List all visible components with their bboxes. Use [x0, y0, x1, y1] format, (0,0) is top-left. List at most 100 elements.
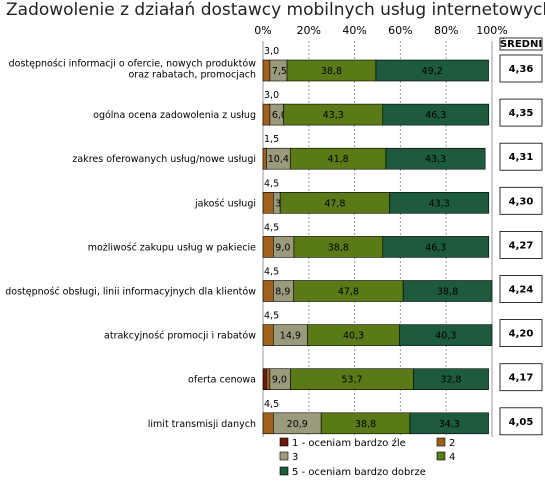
data-label: 47,8	[338, 287, 359, 298]
data-label: 38,8	[321, 66, 342, 77]
avg-box	[499, 319, 543, 348]
x-tick-label: 0%	[254, 24, 271, 37]
data-label: 6,0	[272, 110, 287, 121]
avg-value: 4,36	[509, 64, 534, 75]
data-label: 53,7	[341, 375, 362, 386]
x-tick-label: 60%	[388, 24, 412, 37]
avg-value: 4,27	[509, 240, 534, 251]
category-label: zakres oferowanych usług/nowe usługi	[72, 154, 256, 165]
data-label: 3,0	[264, 90, 279, 101]
bar-segment	[262, 103, 271, 126]
avg-value: 4,05	[509, 417, 534, 428]
legend-swatch	[279, 437, 289, 447]
data-label: 43,3	[425, 154, 446, 165]
legend-label: 2	[449, 438, 455, 449]
data-label: 4,5	[264, 222, 279, 233]
bar-segment	[262, 412, 274, 435]
data-label: 41,8	[328, 154, 349, 165]
bar-segment	[262, 368, 267, 391]
avg-box	[499, 186, 543, 215]
legend-swatch	[436, 437, 446, 447]
data-label: 9,0	[272, 375, 287, 386]
avg-box	[499, 363, 543, 392]
data-label: 43,3	[323, 110, 344, 121]
data-label: 47,8	[324, 198, 345, 209]
avg-header-box	[499, 37, 543, 51]
chart-title: Zadowolenie z działań dostawcy mobilnych…	[6, 0, 545, 20]
data-label: 40,3	[435, 331, 456, 342]
avg-box	[499, 407, 543, 436]
avg-box	[499, 230, 543, 259]
category-label: atrakcyjność promocji i rabatów	[104, 331, 256, 342]
avg-header: ŚREDNI	[500, 37, 542, 50]
legend-swatch	[279, 451, 289, 461]
avg-value: 4,31	[509, 152, 534, 163]
data-label: 46,3	[425, 242, 446, 253]
avg-box	[499, 142, 543, 171]
data-label: 4,5	[264, 399, 279, 410]
x-tick-label: 20%	[297, 24, 321, 37]
legend-label: 3	[292, 452, 298, 463]
avg-value: 4,20	[509, 329, 534, 340]
data-label: 10,4	[268, 154, 289, 165]
data-label: 9,0	[275, 242, 290, 253]
avg-box	[499, 98, 543, 127]
data-label: 40,3	[343, 331, 364, 342]
bar-segment	[413, 368, 489, 391]
bar-segment	[262, 147, 267, 170]
avg-value: 4,17	[509, 373, 534, 384]
data-label: 3,0	[264, 46, 279, 57]
data-label: 32,8	[440, 375, 461, 386]
legend-label: 1 - oceniam bardzo źle	[292, 437, 406, 449]
data-label: 46,3	[425, 110, 446, 121]
avg-value: 4,35	[509, 108, 534, 119]
bar-segment	[382, 236, 490, 258]
bar-segment	[399, 324, 493, 346]
data-label: 49,2	[422, 66, 443, 77]
category-label: oraz rabatach, promocjach	[129, 70, 257, 81]
avg-value: 4,24	[509, 285, 534, 296]
category-label: dostępności informacji o ofercie, nowych…	[9, 59, 257, 70]
bar-segment	[262, 280, 274, 302]
data-label: 38,8	[437, 287, 458, 298]
bar-segment	[262, 236, 274, 258]
bar-segment	[389, 192, 490, 214]
bar-segment	[266, 368, 271, 391]
legend-label: 4	[449, 452, 455, 463]
category-label: jakość usługi	[194, 198, 256, 209]
bar-segment	[382, 103, 490, 126]
bar-segment	[262, 192, 274, 214]
x-tick-label: 100%	[476, 24, 507, 37]
data-label: 20,9	[287, 419, 308, 430]
data-label: 7,5	[272, 66, 287, 77]
data-label: 4,5	[264, 178, 279, 189]
category-label: dostępność obsługi, linii informacyjnych…	[5, 287, 256, 298]
data-label: 1,5	[264, 134, 279, 145]
x-tick-label: 40%	[342, 24, 366, 37]
category-label: oferta cenowa	[188, 375, 256, 386]
bar-segment	[262, 59, 271, 82]
data-label: 4,5	[264, 311, 279, 322]
bar-segment	[409, 412, 489, 435]
data-label: 43,3	[429, 198, 450, 209]
category-label: możliwość zakupu usług w pakiecie	[88, 242, 256, 253]
avg-box	[499, 275, 543, 303]
data-label: 8,9	[275, 287, 290, 298]
legend-label: 5 - oceniam bardzo dobrze	[292, 467, 426, 478]
avg-value: 4,30	[509, 196, 534, 207]
bar-segment	[385, 147, 486, 170]
x-tick-label: 80%	[434, 24, 458, 37]
legend-swatch	[436, 451, 446, 461]
data-label: 38,8	[328, 242, 349, 253]
bar-segment	[375, 59, 489, 82]
legend-swatch	[279, 466, 289, 476]
avg-box	[499, 54, 543, 83]
data-label: 38,8	[355, 419, 376, 430]
bar-segment	[402, 280, 493, 302]
data-label: 14,9	[280, 331, 301, 342]
category-label: limit transmisji danych	[148, 419, 256, 430]
data-label: 34,3	[439, 419, 460, 430]
data-label: 4,5	[264, 267, 279, 278]
bar-segment	[262, 324, 274, 346]
